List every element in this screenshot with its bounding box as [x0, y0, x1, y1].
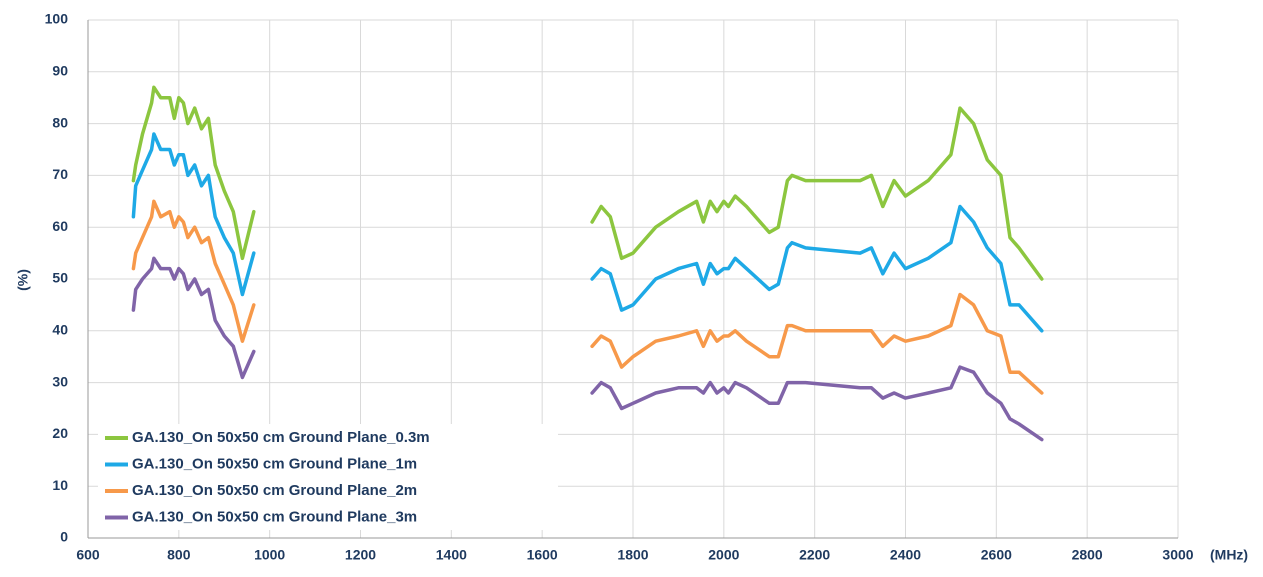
- x-tick-label: 800: [167, 547, 191, 563]
- y-axis-label: (%): [15, 269, 31, 291]
- x-tick-label: 2400: [890, 547, 921, 563]
- y-tick-label: 60: [52, 218, 68, 234]
- x-tick-label: 2000: [708, 547, 739, 563]
- x-tick-label: 600: [76, 547, 100, 563]
- x-tick-label: 1000: [254, 547, 285, 563]
- legend-label: GA.130_On 50x50 cm Ground Plane_2m: [132, 482, 417, 499]
- y-tick-label: 10: [52, 477, 68, 493]
- y-tick-label: 40: [52, 322, 68, 338]
- legend-box: [98, 424, 558, 530]
- x-tick-label: 1800: [617, 547, 648, 563]
- y-tick-label: 70: [52, 166, 68, 182]
- series-line: [131, 256, 1044, 442]
- y-tick-label: 50: [52, 270, 68, 286]
- legend: GA.130_On 50x50 cm Ground Plane_0.3m GA.1…: [98, 424, 558, 530]
- y-tick-label: 100: [45, 11, 69, 27]
- y-tick-label: 80: [52, 114, 68, 130]
- y-tick-label: 30: [52, 373, 68, 389]
- x-axis-label: (MHz): [1210, 547, 1248, 563]
- series-line: [131, 132, 1044, 333]
- y-tick-label: 0: [60, 529, 68, 545]
- y-tick-label: 20: [52, 425, 68, 441]
- x-tick-label: 3000: [1162, 547, 1193, 563]
- y-tick-label: 90: [52, 63, 68, 79]
- x-tick-label: 1600: [527, 547, 558, 563]
- x-tick-label: 2200: [799, 547, 830, 563]
- legend-label: GA.130_On 50x50 cm Ground Plane_1m: [132, 455, 417, 472]
- legend-label: GA.130_On 50x50 cm Ground Plane_3m: [132, 508, 417, 525]
- legend-label: GA.130_On 50x50 cm Ground Plane_0.3m: [132, 429, 430, 446]
- x-tick-label: 1400: [436, 547, 467, 563]
- x-tick-label: 1200: [345, 547, 376, 563]
- series-line: [131, 199, 1044, 395]
- x-tick-label: 2800: [1072, 547, 1103, 563]
- series-line: [131, 85, 1044, 281]
- x-tick-label: 2600: [981, 547, 1012, 563]
